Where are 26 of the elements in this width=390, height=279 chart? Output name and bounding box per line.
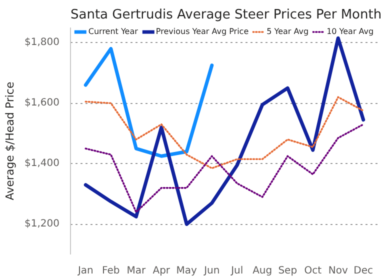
x-tick-label: Feb bbox=[102, 266, 120, 276]
x-tick-label: May bbox=[176, 266, 198, 276]
x-tick-label: Nov bbox=[328, 266, 348, 276]
x-tick-label: Mar bbox=[126, 266, 146, 276]
x-tick-label: Jun bbox=[203, 266, 220, 276]
x-tick-label: Sep bbox=[278, 266, 298, 276]
y-tick-label: $1,600 bbox=[24, 98, 60, 109]
x-tick-label: Jul bbox=[230, 266, 244, 276]
line-series bbox=[84, 96, 364, 170]
legend-label: 5 Year Avg bbox=[266, 27, 309, 36]
x-tick-label: Aug bbox=[252, 266, 272, 276]
line-series bbox=[84, 36, 366, 226]
x-tick-label: Oct bbox=[304, 266, 322, 276]
y-tick-label: $1,800 bbox=[24, 37, 60, 48]
y-axis-title: Average $/Head Price bbox=[4, 82, 17, 200]
line-series bbox=[84, 46, 214, 158]
legend-label: 10 Year Avg bbox=[326, 27, 374, 36]
line-series bbox=[84, 123, 364, 214]
legend-label: Current Year bbox=[88, 27, 138, 36]
x-tick-label: Dec bbox=[354, 266, 374, 276]
y-tick-label: $1,400 bbox=[24, 158, 60, 170]
x-tick-label: Apr bbox=[152, 266, 171, 276]
chart-title: Santa Gertrudis Average Steer Prices Per Month bbox=[70, 8, 382, 22]
legend-label: Previous Year Avg Price bbox=[156, 27, 249, 36]
x-tick-label: Jan bbox=[76, 266, 94, 276]
y-tick-label: $1,200 bbox=[24, 218, 60, 230]
